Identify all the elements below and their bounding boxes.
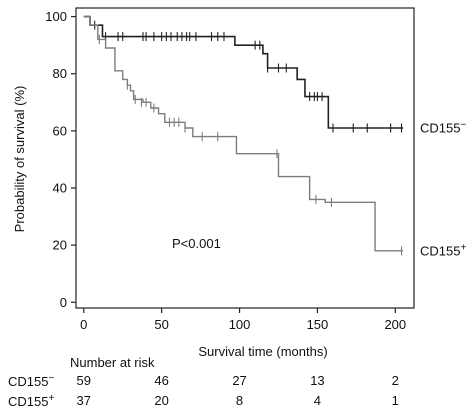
p-value-annotation: P<0.001	[172, 236, 221, 251]
y-tick-label: 100	[45, 9, 67, 24]
risk-count: 59	[76, 373, 92, 388]
series-label-base: CD155	[420, 243, 460, 258]
x-tick-label: 150	[307, 317, 329, 332]
risk-row-label: CD155+	[8, 393, 54, 409]
risk-count: 4	[313, 393, 322, 408]
plot-area: 0 20 40 60 80 100 0 50 100 150 200	[45, 7, 415, 332]
plot-frame	[75, 7, 415, 309]
series-label-2: CD155+	[420, 242, 466, 258]
series-label-base: CD155	[420, 121, 460, 136]
risk-row-label: CD155−	[8, 373, 54, 389]
y-tick-label: 20	[53, 238, 67, 253]
risk-count: 1	[391, 393, 399, 408]
y-axis-label: Probability of survival (%)	[12, 86, 27, 233]
x-tick-label: 0	[80, 317, 87, 332]
series-label-1: CD155−	[420, 120, 466, 136]
x-axis-label: Survival time (months)	[198, 344, 327, 359]
x-tick-label: 50	[154, 317, 168, 332]
y-tick-label: 60	[53, 123, 67, 138]
survival-curve-1	[83, 15, 404, 129]
y-tick-label: 0	[60, 295, 67, 310]
y-tick-label: 80	[53, 66, 67, 81]
risk-count: 20	[154, 393, 169, 408]
risk-count: 8	[235, 393, 244, 408]
x-tick-label: 200	[384, 317, 406, 332]
risk-row-label-base: CD155	[8, 394, 49, 409]
x-tick-label: 100	[229, 317, 251, 332]
series-layer: CD155−CD155+	[83, 15, 466, 258]
risk-count: 46	[154, 373, 169, 388]
risk-table-title: Number at risk	[70, 355, 155, 370]
risk-count: 27	[232, 373, 247, 388]
survival-curve-2	[83, 15, 404, 252]
risk-row-label-sign: −	[48, 373, 55, 384]
series-label-sign: +	[460, 242, 466, 253]
risk-count: 13	[310, 373, 325, 388]
series-label-sign: −	[460, 120, 466, 131]
risk-count: 37	[76, 393, 92, 408]
risk-row-label-sign: +	[48, 393, 55, 404]
risk-row-label-base: CD155	[8, 374, 49, 389]
y-tick-label: 40	[53, 181, 67, 196]
risk-count: 2	[391, 373, 399, 388]
